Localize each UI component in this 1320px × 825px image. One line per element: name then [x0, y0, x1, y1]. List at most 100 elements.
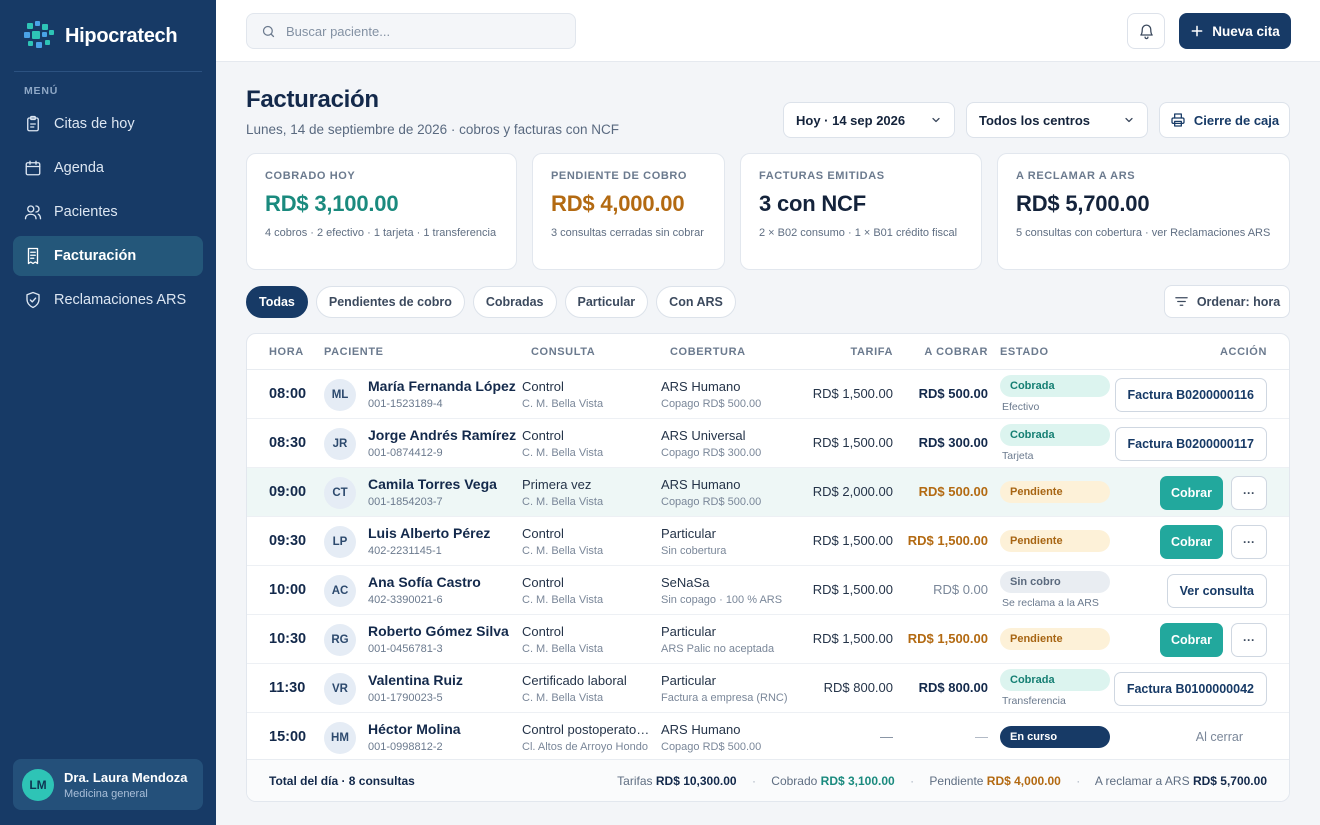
sidebar-item-citas-de-hoy[interactable]: Citas de hoy [13, 104, 203, 144]
table-row[interactable]: 11:30 VR Valentina Ruiz 001-1790023-5 Ce… [247, 664, 1289, 713]
filter-chip-pendientes[interactable]: Pendientes de cobro [315, 286, 465, 318]
cobrar-button[interactable]: Cobrar [1160, 476, 1223, 510]
action-note: Al cerrar [1195, 730, 1243, 744]
a-cobrar: RD$ 1,500.00 [907, 533, 988, 548]
notifications-button[interactable] [1127, 13, 1165, 49]
coverage-detail: Copago RD$ 300.00 [661, 447, 762, 459]
avatar: LP [324, 526, 356, 558]
calendar-icon [25, 160, 41, 176]
row-hora: 10:00 [269, 582, 307, 598]
ver-consulta-button[interactable]: Ver consulta [1166, 574, 1267, 608]
consulta-type: Control [522, 379, 564, 394]
table-row[interactable]: 08:30 JR Jorge Andrés Ramírez 001-087441… [247, 419, 1289, 468]
patient-name[interactable]: Valentina Ruiz [368, 672, 463, 688]
new-appointment-button[interactable]: Nueva cita [1179, 13, 1291, 49]
date-select[interactable]: Hoy · 14 sep 2026 [783, 102, 955, 138]
user-card[interactable]: LM Dra. Laura Mendoza Medicina general [13, 759, 203, 810]
consulta-type: Control postoperatorio [522, 722, 650, 737]
patient-id: 001-1854203-7 [368, 496, 443, 508]
table-row[interactable]: 10:30 RG Roberto Gómez Silva 001-0456781… [247, 615, 1289, 664]
invoice-button[interactable]: Factura B0200000117 [1114, 427, 1267, 461]
more-options-button[interactable]: ··· [1231, 623, 1267, 657]
consulta-center: C. M. Bella Vista [522, 398, 604, 410]
consulta-center: C. M. Bella Vista [522, 643, 604, 655]
filter-chip-particular[interactable]: Particular [564, 286, 649, 318]
column-header-estado: ESTADO [1000, 346, 1049, 358]
invoice-button[interactable]: Factura B0100000042 [1113, 672, 1267, 706]
sidebar-divider [14, 71, 202, 72]
center-select-value: Todos los centros [979, 112, 1090, 128]
sidebar-item-agenda[interactable]: Agenda [13, 148, 203, 188]
user-role: Medicina general [64, 787, 148, 800]
page-title: Facturación [246, 86, 379, 113]
table-row[interactable]: 15:00 HM Héctor Molina 001-0998812-2 Con… [247, 713, 1289, 762]
sidebar-item-label: Agenda [54, 160, 104, 176]
filter-chip-cobradas[interactable]: Cobradas [472, 286, 557, 318]
coverage-detail: Copago RD$ 500.00 [661, 496, 762, 508]
patient-id: 001-1523189-4 [368, 398, 443, 410]
table-row[interactable]: 08:00 ML María Fernanda López 001-152318… [247, 370, 1289, 419]
coverage: Particular [661, 673, 716, 688]
a-cobrar: RD$ 500.00 [918, 484, 988, 499]
avatar: ML [324, 379, 356, 411]
kpi-card-pendiente: PENDIENTE DE COBRO RD$ 4,000.00 3 consul… [532, 153, 725, 270]
avatar: VR [324, 673, 356, 705]
coverage-detail: Sin cobertura [661, 545, 727, 557]
sort-button[interactable]: Ordenar: hora [1164, 285, 1290, 318]
tarifa: RD$ 1,500.00 [812, 386, 893, 401]
footer-pendiente-label: Pendiente [929, 774, 984, 788]
more-options-button[interactable]: ··· [1231, 476, 1267, 510]
status-badge: Pendiente [1000, 628, 1110, 650]
sort-label: Ordenar: hora [1196, 294, 1281, 309]
invoice-button[interactable]: Factura B0200000116 [1114, 378, 1267, 412]
a-cobrar: RD$ 1,500.00 [907, 631, 988, 646]
filter-lines-icon [1175, 297, 1188, 306]
search-input[interactable] [286, 23, 556, 39]
footer-cobrado-value: RD$ 3,100.00 [820, 774, 895, 788]
coverage: ARS Humano [661, 722, 741, 737]
sidebar-item-label: Reclamaciones ARS [54, 292, 187, 308]
table-row[interactable]: 09:00 CT Camila Torres Vega 001-1854203-… [247, 468, 1289, 517]
patient-name[interactable]: María Fernanda López [368, 378, 516, 394]
chevron-down-icon [932, 117, 940, 123]
coverage-detail: Sin copago · 100 % ARS [661, 594, 783, 606]
status-badge: Pendiente [1000, 481, 1110, 503]
page-subtitle: Lunes, 14 de septiembre de 2026 · cobros… [246, 122, 619, 137]
kpi-card-reclamar: A RECLAMAR A ARS RD$ 5,700.00 5 consulta… [997, 153, 1290, 270]
a-cobrar: RD$ 300.00 [918, 435, 988, 450]
patient-name[interactable]: Roberto Gómez Silva [368, 623, 509, 639]
status-detail: Se reclama a la ARS [1002, 597, 1099, 609]
user-name: Dra. Laura Mendoza [64, 769, 188, 785]
sidebar-item-reclamaciones-ars[interactable]: Reclamaciones ARS [13, 280, 203, 320]
patient-name[interactable]: Jorge Andrés Ramírez [368, 427, 517, 443]
column-header-tarifa: TARIFA [850, 346, 893, 358]
coverage: SeNaSa [661, 575, 710, 590]
patient-id: 402-2231145-1 [368, 545, 442, 557]
patient-id: 001-0456781-3 [368, 643, 443, 655]
avatar: JR [324, 428, 356, 460]
coverage: ARS Humano [661, 379, 741, 394]
sidebar-item-pacientes[interactable]: Pacientes [13, 192, 203, 232]
table-row[interactable]: 09:30 LP Luis Alberto Pérez 402-2231145-… [247, 517, 1289, 566]
more-options-button[interactable]: ··· [1231, 525, 1267, 559]
kpi-card-facturas: FACTURAS EMITIDAS 3 con NCF 2 × B02 cons… [740, 153, 982, 270]
filter-chip-con-ars[interactable]: Con ARS [656, 286, 736, 318]
consulta-type: Control [522, 575, 564, 590]
table-row[interactable]: 10:00 AC Ana Sofía Castro 402-3390021-6 … [247, 566, 1289, 615]
cierre-de-caja-button[interactable]: Cierre de caja [1159, 102, 1290, 138]
row-hora: 08:30 [269, 435, 307, 451]
patient-name[interactable]: Camila Torres Vega [368, 476, 497, 492]
filter-chip-todas[interactable]: Todas [246, 286, 308, 318]
logo[interactable]: Hipocratech [24, 21, 178, 51]
center-select[interactable]: Todos los centros [966, 102, 1148, 138]
cobrar-button[interactable]: Cobrar [1160, 623, 1223, 657]
kpi-card-cobrado: COBRADO HOY RD$ 3,100.00 4 cobros · 2 ef… [246, 153, 517, 270]
search-icon [262, 25, 275, 37]
brand-name: Hipocratech [65, 24, 178, 47]
patient-name[interactable]: Ana Sofía Castro [368, 574, 481, 590]
patient-name[interactable]: Héctor Molina [368, 721, 461, 737]
sidebar-item-facturacion[interactable]: Facturación [13, 236, 203, 276]
cobrar-button[interactable]: Cobrar [1160, 525, 1223, 559]
filter-chips: Todas Pendientes de cobro Cobradas Parti… [246, 286, 736, 318]
patient-name[interactable]: Luis Alberto Pérez [368, 525, 491, 541]
